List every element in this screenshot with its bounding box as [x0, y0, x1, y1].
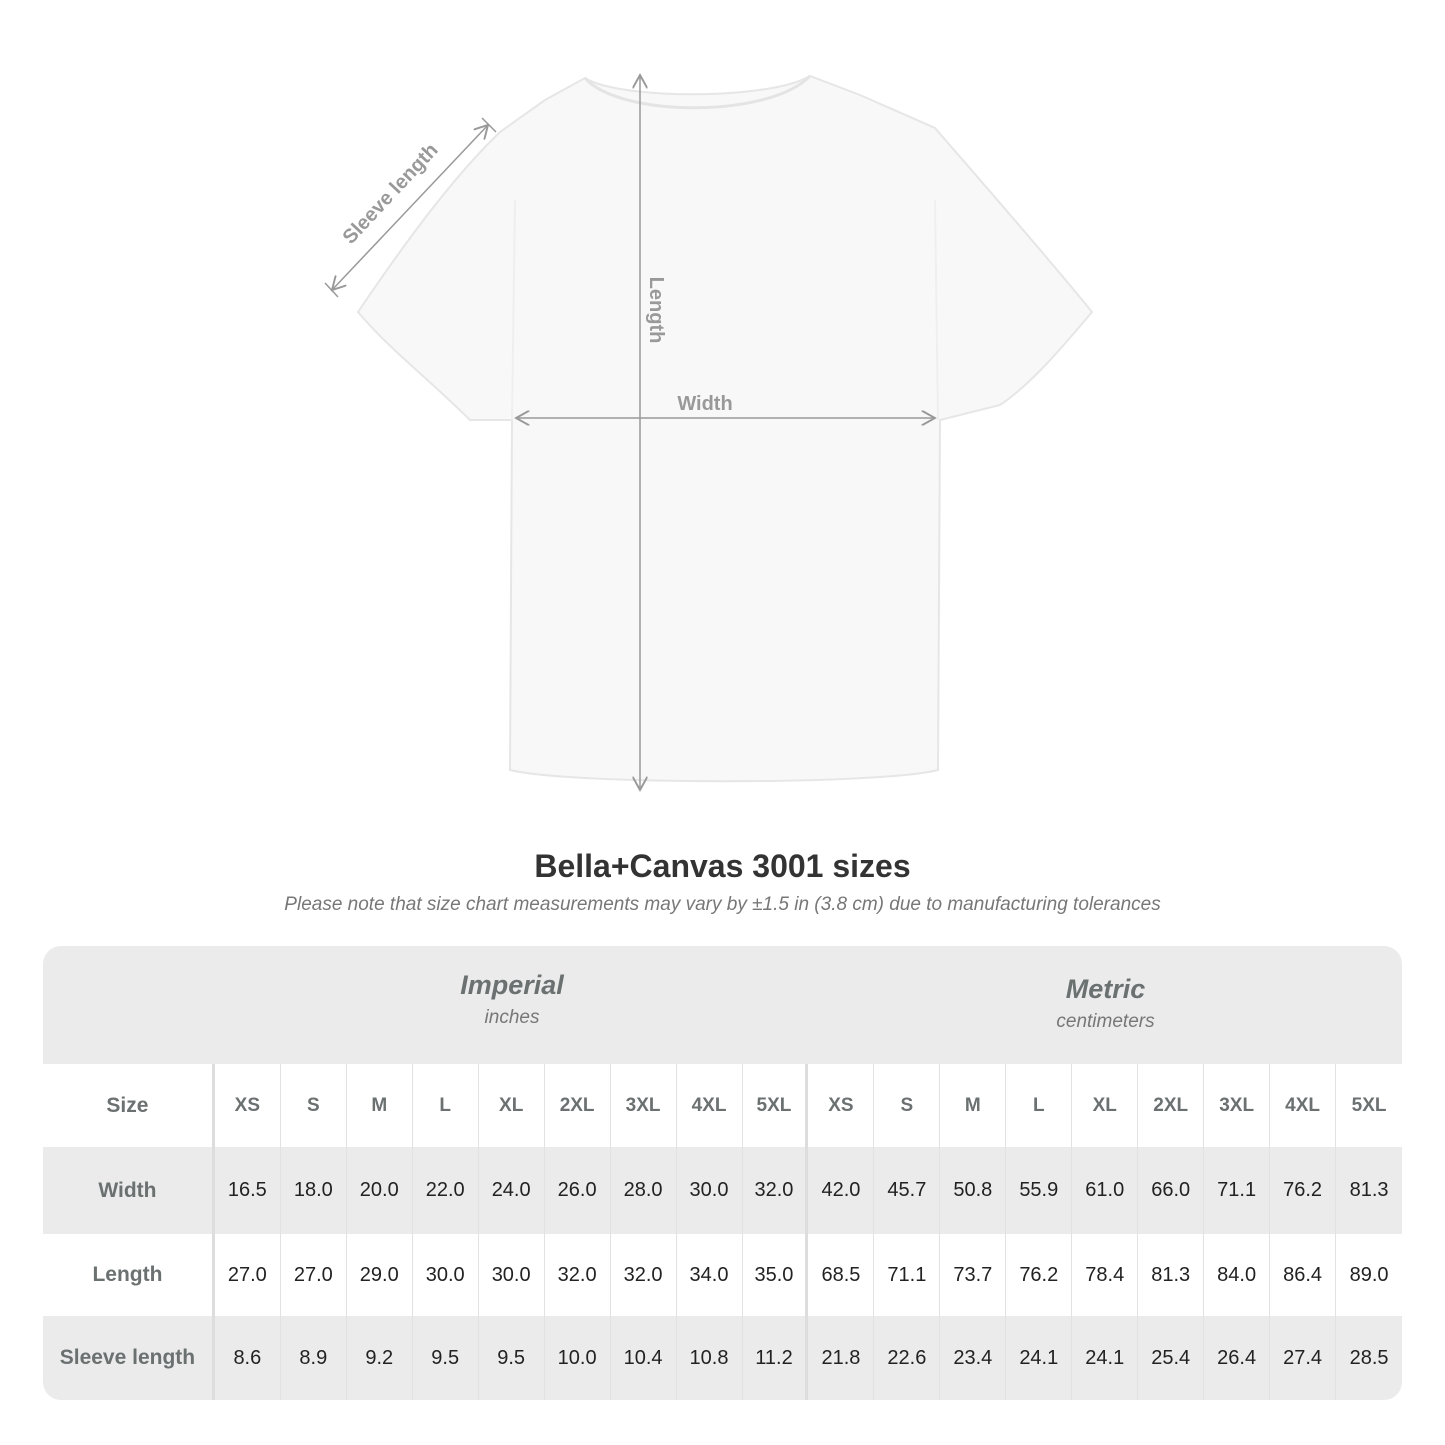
sleeve-measure-line	[332, 125, 488, 290]
imperial-title: Imperial	[460, 970, 564, 1000]
cell: 24.0	[479, 1147, 545, 1234]
cell: 55.9	[1006, 1147, 1073, 1234]
cell: 5XL	[743, 1064, 809, 1147]
cell: S	[874, 1064, 941, 1147]
cell: 30.0	[677, 1147, 743, 1234]
cell: 50.8	[940, 1147, 1007, 1234]
tshirt-diagram: Sleeve length Length Width	[324, 0, 1094, 820]
cell: 20.0	[347, 1147, 413, 1234]
cell: 27.4	[1270, 1316, 1337, 1400]
cell: 89.0	[1349, 1263, 1389, 1286]
cell: 10.0	[545, 1316, 611, 1400]
cell: 26.4	[1204, 1316, 1271, 1400]
cell: 4XL	[1270, 1064, 1337, 1147]
cell: 73.7	[940, 1234, 1007, 1316]
cell: 81.3	[1138, 1234, 1205, 1316]
size-header-row: Size XS S M L XL 2XL 3XL 4XL 5XL XS S M L XL 2XL 3XL 4XL 5…	[43, 1064, 1402, 1147]
cell: 10.4	[611, 1316, 677, 1400]
cell: 10.8	[677, 1316, 743, 1400]
cell: 18.0	[281, 1147, 347, 1234]
cell: 25.4	[1138, 1316, 1205, 1400]
cell: 9.5	[479, 1316, 545, 1400]
cell: 27.0	[281, 1234, 347, 1316]
cell: 22.6	[874, 1316, 941, 1400]
cell: 4XL	[677, 1064, 743, 1147]
cell: 8.6	[215, 1316, 281, 1400]
cell: 78.4	[1072, 1234, 1139, 1316]
cell: 30.0	[413, 1234, 479, 1316]
cell: 29.0	[347, 1234, 413, 1316]
cell: 32.0	[743, 1147, 809, 1234]
cell: 42.0	[808, 1147, 875, 1234]
cell: 34.0	[677, 1234, 743, 1316]
cell: 2XL	[1138, 1064, 1205, 1147]
table-row: Sleeve length 8.6 8.9 9.2 9.5 9.5 10.0 10.4 10.8…	[43, 1316, 1402, 1400]
length-label: Length	[645, 277, 667, 344]
cell: 3XL	[611, 1064, 677, 1147]
cell: L	[413, 1064, 479, 1147]
imperial-unit: inches	[484, 1007, 540, 1028]
cell: 45.7	[874, 1147, 941, 1234]
cell: 22.0	[413, 1147, 479, 1234]
cell: XS	[808, 1064, 875, 1147]
cell: XL	[1072, 1064, 1139, 1147]
tolerance-note: Please note that size chart measurements…	[284, 894, 1161, 915]
cell: 21.8	[808, 1316, 875, 1400]
tshirt-shape	[356, 74, 1094, 783]
cell: 27.0	[215, 1234, 281, 1316]
cell: 5XL	[1351, 1094, 1387, 1116]
row-label: Size	[43, 1064, 215, 1147]
cell: 81.3	[1349, 1179, 1389, 1201]
cell: 66.0	[1138, 1147, 1205, 1234]
cell: M	[347, 1064, 413, 1147]
cell: 24.1	[1006, 1316, 1073, 1400]
cell: 30.0	[479, 1234, 545, 1316]
size-table: Imperial inches Metric centimeters Size X…	[43, 946, 1402, 1400]
cell: 9.2	[347, 1316, 413, 1400]
metric-unit: centimeters	[1056, 1011, 1155, 1032]
width-label: Width	[677, 393, 732, 415]
cell: 3XL	[1204, 1064, 1271, 1147]
cell: XL	[479, 1064, 545, 1147]
cell: 35.0	[743, 1234, 809, 1316]
cell: 11.2	[743, 1316, 809, 1400]
cell: 9.5	[413, 1316, 479, 1400]
cell: 32.0	[545, 1234, 611, 1316]
cell: XS	[215, 1064, 281, 1147]
metric-title: Metric	[1065, 974, 1146, 1004]
cell: 76.2	[1270, 1147, 1337, 1234]
cell: 26.0	[545, 1147, 611, 1234]
cell: 68.5	[808, 1234, 875, 1316]
table-row: Length 27.0 27.0 29.0 30.0 30.0 32.0 32.0 34.0 35…	[43, 1234, 1402, 1316]
row-label: Width	[43, 1147, 215, 1234]
cell: 2XL	[545, 1064, 611, 1147]
cell: 71.1	[874, 1234, 941, 1316]
cell: 32.0	[611, 1234, 677, 1316]
row-label: Length	[43, 1234, 215, 1316]
cell: S	[281, 1064, 347, 1147]
table-row: Width 16.5 18.0 20.0 22.0 24.0 26.0 28.0 30.0 32.…	[43, 1147, 1402, 1234]
row-label: Sleeve length	[43, 1316, 215, 1400]
cell: M	[940, 1064, 1007, 1147]
cell: 16.5	[215, 1147, 281, 1234]
cell: 8.9	[281, 1316, 347, 1400]
cell: 76.2	[1006, 1234, 1073, 1316]
cell: 24.1	[1072, 1316, 1139, 1400]
cell: 61.0	[1072, 1147, 1139, 1234]
cell: 71.1	[1204, 1147, 1271, 1234]
imperial-header: Imperial inches	[215, 946, 809, 1064]
cell: 28.5	[1349, 1346, 1389, 1369]
cell: 86.4	[1270, 1234, 1337, 1316]
cell: 84.0	[1204, 1234, 1271, 1316]
cell: L	[1006, 1064, 1073, 1147]
metric-header: Metric centimeters	[809, 950, 1402, 1068]
cell: 23.4	[940, 1316, 1007, 1400]
page-title: Bella+Canvas 3001 sizes	[534, 848, 911, 884]
cell: 28.0	[611, 1147, 677, 1234]
